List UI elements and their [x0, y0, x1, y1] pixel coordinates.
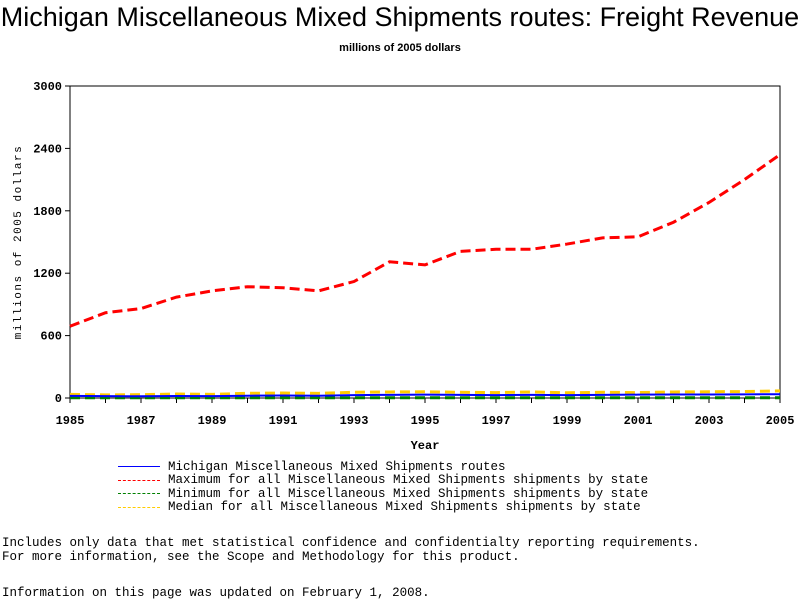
x-axis-label: Year	[411, 439, 440, 453]
y-tick-label: 2400	[33, 142, 62, 156]
legend-item: Michigan Miscellaneous Mixed Shipments r…	[118, 460, 648, 474]
x-tick-label: 1989	[198, 414, 227, 428]
y-axis: 0 600 1200 1800 2400 3000	[33, 80, 70, 406]
legend-label: Maximum for all Miscellaneous Mixed Ship…	[168, 473, 649, 488]
legend-label: Median for all Miscellaneous Mixed Shipm…	[168, 500, 641, 515]
x-tick-label: 2003	[695, 414, 724, 428]
legend-swatch	[118, 466, 160, 468]
legend-swatch	[118, 479, 160, 481]
legend-swatch	[118, 493, 160, 495]
footnotes: Includes only data that met statistical …	[2, 536, 700, 564]
plot-frame	[69, 85, 781, 399]
x-tick-label: 1997	[482, 414, 511, 428]
updated-note: Information on this page was updated on …	[2, 586, 430, 600]
footnote-confidence: Includes only data that met statistical …	[2, 536, 700, 550]
y-tick-label: 0	[55, 392, 62, 406]
x-tick-label: 1991	[269, 414, 298, 428]
x-tick-label: 1995	[411, 414, 440, 428]
x-tick-label: 2005	[766, 414, 795, 428]
chart-title: Michigan Miscellaneous Mixed Shipments r…	[0, 2, 800, 32]
series-line-3	[69, 389, 781, 397]
x-tick-label: 1985	[56, 414, 85, 428]
x-tick-label: 2001	[624, 414, 653, 428]
footnote-methodology: For more information, see the Scope and …	[2, 550, 520, 564]
x-tick-label: 1999	[553, 414, 582, 428]
series-line-1	[69, 153, 781, 328]
y-tick-label: 1200	[33, 267, 62, 281]
y-tick-label: 600	[40, 330, 62, 344]
series-line-0	[69, 393, 781, 398]
legend-item: Maximum for all Miscellaneous Mixed Ship…	[118, 473, 649, 488]
legend-item: Minimum for all Miscellaneous Mixed Ship…	[118, 487, 648, 501]
chart-legend: Michigan Miscellaneous Mixed Shipments r…	[118, 460, 648, 514]
x-axis: 1985 1987 1989 1991 1993 1995 1997 1999 2001 2003…	[56, 398, 795, 428]
y-axis-label: millions of 2005 dollars	[13, 145, 25, 339]
legend-label: Minimum for all Miscellaneous Mixed Ship…	[168, 486, 649, 501]
chart-subtitle: millions of 2005 dollars	[339, 42, 461, 54]
legend-swatch	[118, 506, 160, 508]
legend-label: Michigan Miscellaneous Mixed Shipments r…	[168, 459, 506, 474]
y-tick-label: 1800	[33, 205, 62, 219]
legend-item: Median for all Miscellaneous Mixed Shipm…	[118, 500, 648, 515]
x-tick-label: 1993	[340, 414, 369, 428]
y-tick-label: 3000	[33, 80, 62, 94]
x-tick-label: 1987	[127, 414, 156, 428]
series-group	[69, 153, 781, 400]
